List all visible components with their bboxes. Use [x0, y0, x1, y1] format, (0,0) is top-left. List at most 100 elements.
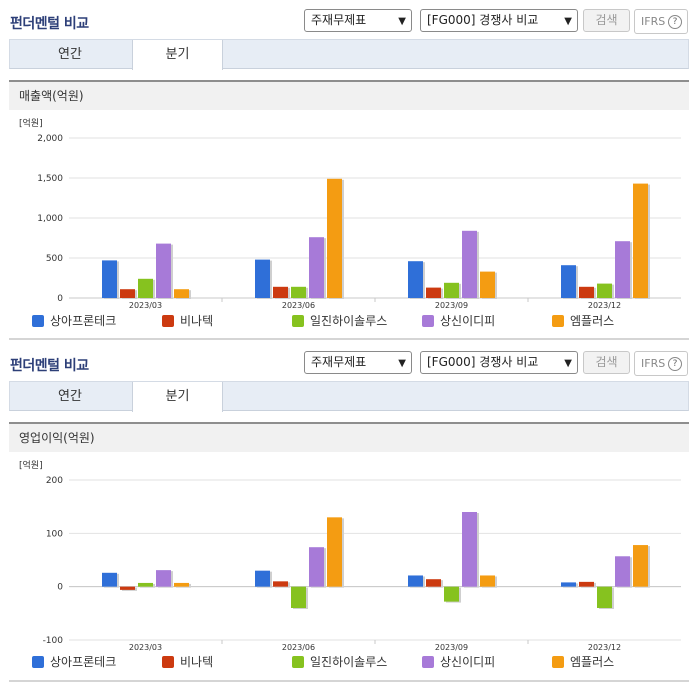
section-header: 펀더멘털 비교 주재무제표 ▼ [FG000] 경쟁사 비교 ▼ 검색 IFRS…: [0, 342, 696, 380]
chart-legend: 상아프론테크 비나텍 일진하이솔루스 상신이디피 엠플러스: [0, 654, 696, 670]
legend-item[interactable]: 상신이디피: [422, 654, 495, 670]
operating-profit-chart-svg: [억원] -100 0 100 200 2023/03 2023/06 2023/09 2023…: [19, 459, 681, 652]
bar-3-2023-03[interactable]: [138, 278, 153, 298]
ifrs-help-button[interactable]: IFRS ?: [634, 351, 688, 376]
y-tick-label: -100: [43, 636, 64, 646]
bar-4-2023-03[interactable]: [156, 243, 171, 298]
legend-item[interactable]: 일진하이솔루스: [292, 313, 387, 329]
legend-item[interactable]: 비나텍: [162, 654, 213, 670]
revenue-chart: [억원] 0 500 1,000 1,500 2,000 2023/03 2023/06 202…: [9, 110, 689, 340]
bar-2-2023-12[interactable]: [579, 581, 594, 587]
statement-type-value: 주재무제표: [311, 355, 367, 369]
peer-group-value: [FG000] 경쟁사 비교: [427, 13, 539, 27]
fundamental-section-operating-profit: 펀더멘털 비교 주재무제표 ▼ [FG000] 경쟁사 비교 ▼ 검색 IFRS…: [0, 342, 696, 684]
peer-group-select[interactable]: [FG000] 경쟁사 비교 ▼: [420, 351, 578, 374]
peer-group-select[interactable]: [FG000] 경쟁사 비교 ▼: [420, 9, 578, 32]
legend-label: 비나텍: [180, 655, 214, 669]
bar-2-2023-06[interactable]: [273, 581, 288, 587]
bar-2-2023-06[interactable]: [273, 286, 288, 298]
chevron-down-icon: ▼: [398, 358, 406, 369]
tab-quarterly[interactable]: 분기: [132, 382, 223, 412]
legend-label: 상아프론테크: [50, 655, 117, 669]
unit-label: [억원]: [19, 459, 43, 471]
bar-3-2023-09[interactable]: [444, 586, 459, 602]
bar-3-2023-03[interactable]: [138, 582, 153, 587]
bar-5-2023-06[interactable]: [327, 178, 342, 298]
bar-1-2023-06[interactable]: [255, 570, 270, 587]
bar-2-2023-09[interactable]: [426, 287, 441, 298]
y-tick-label: 0: [57, 583, 63, 593]
bar-1-2023-06[interactable]: [255, 259, 270, 298]
bar-2-2023-12[interactable]: [579, 286, 594, 298]
bar-4-2023-06[interactable]: [309, 237, 324, 298]
legend-label: 상신이디피: [440, 655, 496, 669]
bar-1-2023-03[interactable]: [102, 260, 117, 298]
y-tick-label: 2,000: [37, 134, 63, 144]
legend-item[interactable]: 일진하이솔루스: [292, 654, 387, 670]
bar-4-2023-06[interactable]: [309, 547, 324, 587]
y-tick-label: 500: [46, 254, 63, 264]
legend-item[interactable]: 비나텍: [162, 313, 213, 329]
chevron-down-icon: ▼: [398, 16, 406, 27]
x-tick-label: 2023/12: [588, 301, 621, 310]
search-button[interactable]: 검색: [583, 9, 630, 32]
bar-5-2023-12[interactable]: [633, 545, 648, 587]
bar-1-2023-09[interactable]: [408, 261, 423, 298]
legend-swatch: [292, 656, 304, 668]
bar-3-2023-12[interactable]: [597, 283, 612, 298]
bar-5-2023-09[interactable]: [480, 575, 495, 587]
tab-quarterly[interactable]: 분기: [132, 40, 223, 70]
ifrs-label: IFRS: [641, 15, 666, 28]
bar-2-2023-09[interactable]: [426, 579, 441, 587]
legend-swatch: [32, 315, 44, 327]
x-tick-label: 2023/06: [282, 301, 315, 310]
y-tick-label: 1,500: [37, 174, 63, 184]
x-tick-label: 2023/03: [129, 643, 162, 652]
search-button[interactable]: 검색: [583, 351, 630, 374]
legend-swatch: [162, 315, 174, 327]
y-tick-label: 100: [46, 529, 63, 539]
statement-type-select[interactable]: 주재무제표 ▼: [304, 351, 412, 374]
y-tick-label: 0: [57, 294, 63, 304]
bar-1-2023-03[interactable]: [102, 572, 117, 587]
bar-3-2023-06[interactable]: [291, 586, 306, 608]
legend-swatch: [162, 656, 174, 668]
bar-4-2023-09[interactable]: [462, 512, 477, 587]
legend-label: 엠플러스: [570, 314, 615, 328]
bar-4-2023-12[interactable]: [615, 556, 630, 587]
chart-title: 매출액(억원): [9, 80, 689, 110]
section-title: 펀더멘털 비교: [10, 16, 89, 32]
bar-5-2023-09[interactable]: [480, 271, 495, 298]
legend-item[interactable]: 엠플러스: [552, 313, 614, 329]
ifrs-help-button[interactable]: IFRS ?: [634, 9, 688, 34]
x-tick-label: 2023/09: [435, 643, 468, 652]
unit-label: [억원]: [19, 117, 43, 129]
tab-annual[interactable]: 연간: [58, 389, 82, 404]
legend-label: 일진하이솔루스: [310, 314, 388, 328]
legend-item[interactable]: 엠플러스: [552, 654, 614, 670]
bar-2-2023-03[interactable]: [120, 289, 135, 298]
bar-1-2023-12[interactable]: [561, 582, 576, 587]
tab-annual[interactable]: 연간: [58, 47, 82, 62]
bar-5-2023-03[interactable]: [174, 289, 189, 298]
bar-4-2023-09[interactable]: [462, 230, 477, 298]
bar-3-2023-06[interactable]: [291, 286, 306, 298]
bar-2-2023-03[interactable]: [120, 586, 135, 590]
peer-group-value: [FG000] 경쟁사 비교: [427, 355, 539, 369]
bar-3-2023-12[interactable]: [597, 586, 612, 608]
legend-item[interactable]: 상아프론테크: [32, 313, 116, 329]
legend-swatch: [552, 315, 564, 327]
statement-type-select[interactable]: 주재무제표 ▼: [304, 9, 412, 32]
legend-item[interactable]: 상신이디피: [422, 313, 495, 329]
bar-1-2023-09[interactable]: [408, 575, 423, 587]
bar-5-2023-06[interactable]: [327, 517, 342, 587]
legend-swatch: [292, 315, 304, 327]
bar-1-2023-12[interactable]: [561, 265, 576, 298]
statement-type-value: 주재무제표: [311, 13, 367, 27]
bar-5-2023-12[interactable]: [633, 183, 648, 298]
legend-item[interactable]: 상아프론테크: [32, 654, 116, 670]
bar-4-2023-03[interactable]: [156, 570, 171, 587]
bar-4-2023-12[interactable]: [615, 241, 630, 298]
bar-5-2023-03[interactable]: [174, 582, 189, 587]
bar-3-2023-09[interactable]: [444, 282, 459, 298]
